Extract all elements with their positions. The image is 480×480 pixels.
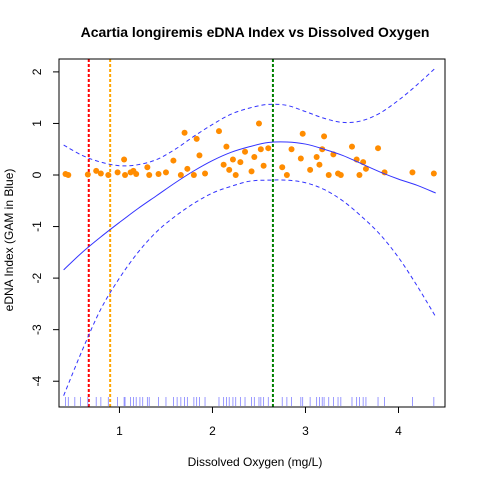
data-point <box>177 172 184 178</box>
gam-fit-line <box>63 141 436 271</box>
data-point <box>196 152 203 159</box>
data-point <box>325 172 332 178</box>
data-point <box>297 155 304 162</box>
y-tick-label: -3 <box>30 324 44 335</box>
data-point <box>162 169 169 176</box>
data-point <box>65 172 72 178</box>
data-point <box>279 164 286 171</box>
data-point <box>93 167 100 174</box>
data-point <box>146 172 153 178</box>
y-tick-label: -2 <box>30 272 44 283</box>
data-point <box>375 145 382 152</box>
gam-lower-ci-line <box>63 179 437 396</box>
y-axis-label: eDNA Index (GAM in Blue) <box>2 169 16 312</box>
data-point <box>348 143 355 150</box>
data-point <box>193 135 200 142</box>
data-point <box>409 169 416 176</box>
data-point <box>84 171 91 178</box>
data-point <box>242 148 249 155</box>
data-point <box>190 172 197 178</box>
y-tick-label: -4 <box>30 376 44 387</box>
data-point <box>170 157 177 164</box>
y-tick-label: -1 <box>30 221 44 232</box>
gam-upper-ci-line <box>63 67 437 167</box>
x-tick-label: 2 <box>209 424 216 438</box>
chart-title: Acartia longiremis eDNA Index vs Dissolv… <box>81 24 430 40</box>
data-point <box>122 172 129 178</box>
data-point <box>232 172 239 178</box>
data-point <box>155 170 162 177</box>
data-point <box>229 156 236 163</box>
data-point <box>114 169 121 176</box>
data-point <box>226 166 233 173</box>
data-point <box>362 165 369 172</box>
plot-area <box>62 59 437 407</box>
data-point <box>283 172 290 178</box>
data-point <box>313 153 320 160</box>
data-point <box>299 130 306 137</box>
data-point <box>321 133 328 140</box>
y-tick-label: 1 <box>30 120 44 127</box>
y-tick-label: 2 <box>30 68 44 75</box>
x-tick-label: 4 <box>395 424 402 438</box>
x-axis-label: Dissolved Oxygen (mg/L) <box>188 455 323 469</box>
data-point <box>237 159 244 166</box>
data-point <box>307 166 314 173</box>
data-point <box>430 170 437 177</box>
plot-frame <box>58 58 446 408</box>
data-point <box>251 153 258 160</box>
x-tick-label: 1 <box>116 424 123 438</box>
data-point <box>265 145 272 152</box>
data-point <box>356 172 363 178</box>
x-tick-label: 3 <box>302 424 309 438</box>
data-point <box>220 161 227 168</box>
data-point <box>260 162 267 169</box>
data-point <box>105 172 112 178</box>
data-point <box>144 164 151 171</box>
data-point <box>337 172 344 178</box>
data-point <box>215 128 222 135</box>
data-point <box>202 170 209 177</box>
data-point <box>133 170 140 177</box>
data-point <box>121 156 128 163</box>
data-point <box>257 146 264 153</box>
data-point <box>248 168 255 175</box>
data-point <box>288 146 295 153</box>
data-point <box>184 165 191 172</box>
data-point <box>181 129 188 136</box>
data-point <box>316 161 323 168</box>
data-point <box>97 170 104 177</box>
y-tick-label: 0 <box>30 171 44 178</box>
data-point <box>223 143 230 150</box>
data-point <box>255 120 262 127</box>
